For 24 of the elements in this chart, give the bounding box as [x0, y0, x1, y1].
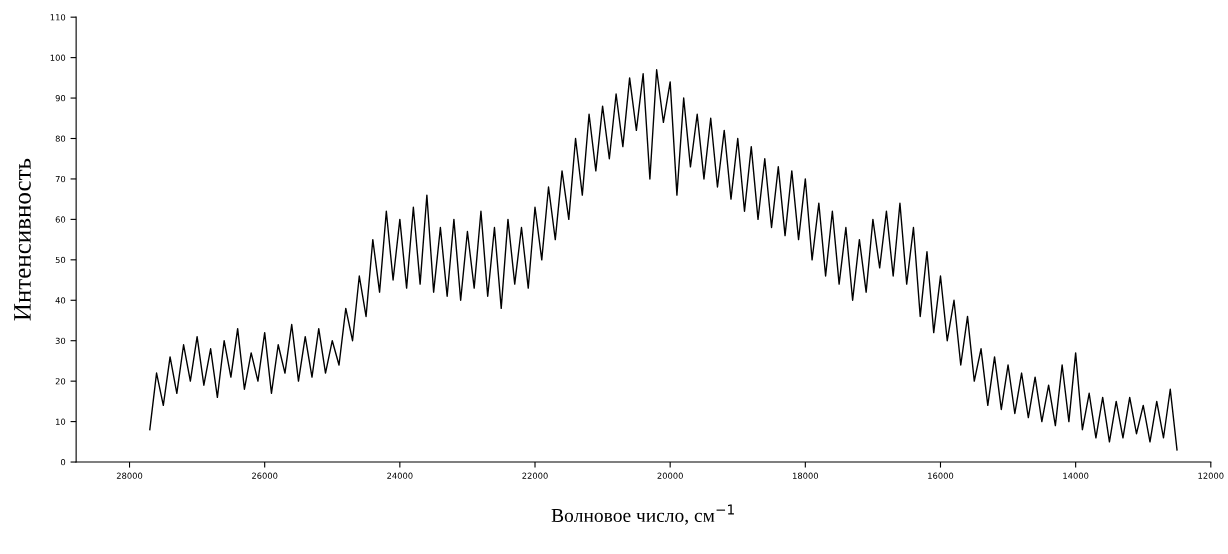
- y-tick-label: 110: [50, 14, 66, 21]
- x-tick-label: 16000: [928, 472, 954, 479]
- y-tick-label: 20: [55, 378, 66, 385]
- y-tick-label: 70: [55, 175, 66, 183]
- x-tick-label: 28000: [116, 472, 143, 479]
- y-tick-label: 30: [55, 337, 66, 344]
- x-tick-label: 12000: [1198, 472, 1224, 479]
- x-tick-label: 14000: [1063, 472, 1089, 479]
- x-tick-label: 22000: [522, 472, 548, 479]
- y-axis-title: Интенсивность: [14, 158, 31, 321]
- y-tick-label: 90: [55, 95, 66, 102]
- y-tick-label: 50: [55, 256, 66, 264]
- x-tick-label: 26000: [252, 472, 278, 479]
- y-tick-label: 40: [55, 297, 66, 304]
- x-tick-label: 18000: [792, 472, 819, 479]
- y-tick-label: 100: [50, 54, 66, 61]
- x-tick-label: 24000: [387, 472, 413, 479]
- x-tick-label: 20000: [657, 472, 683, 479]
- y-tick-label: 0: [60, 459, 66, 466]
- y-tick-label: 60: [55, 216, 66, 223]
- y-tick-label: 10: [56, 418, 66, 425]
- y-tick-label: 80: [55, 135, 66, 142]
- line-series: [149, 69, 1178, 451]
- x-axis-title: Волновое число, см$^{−1}$: [551, 504, 734, 525]
